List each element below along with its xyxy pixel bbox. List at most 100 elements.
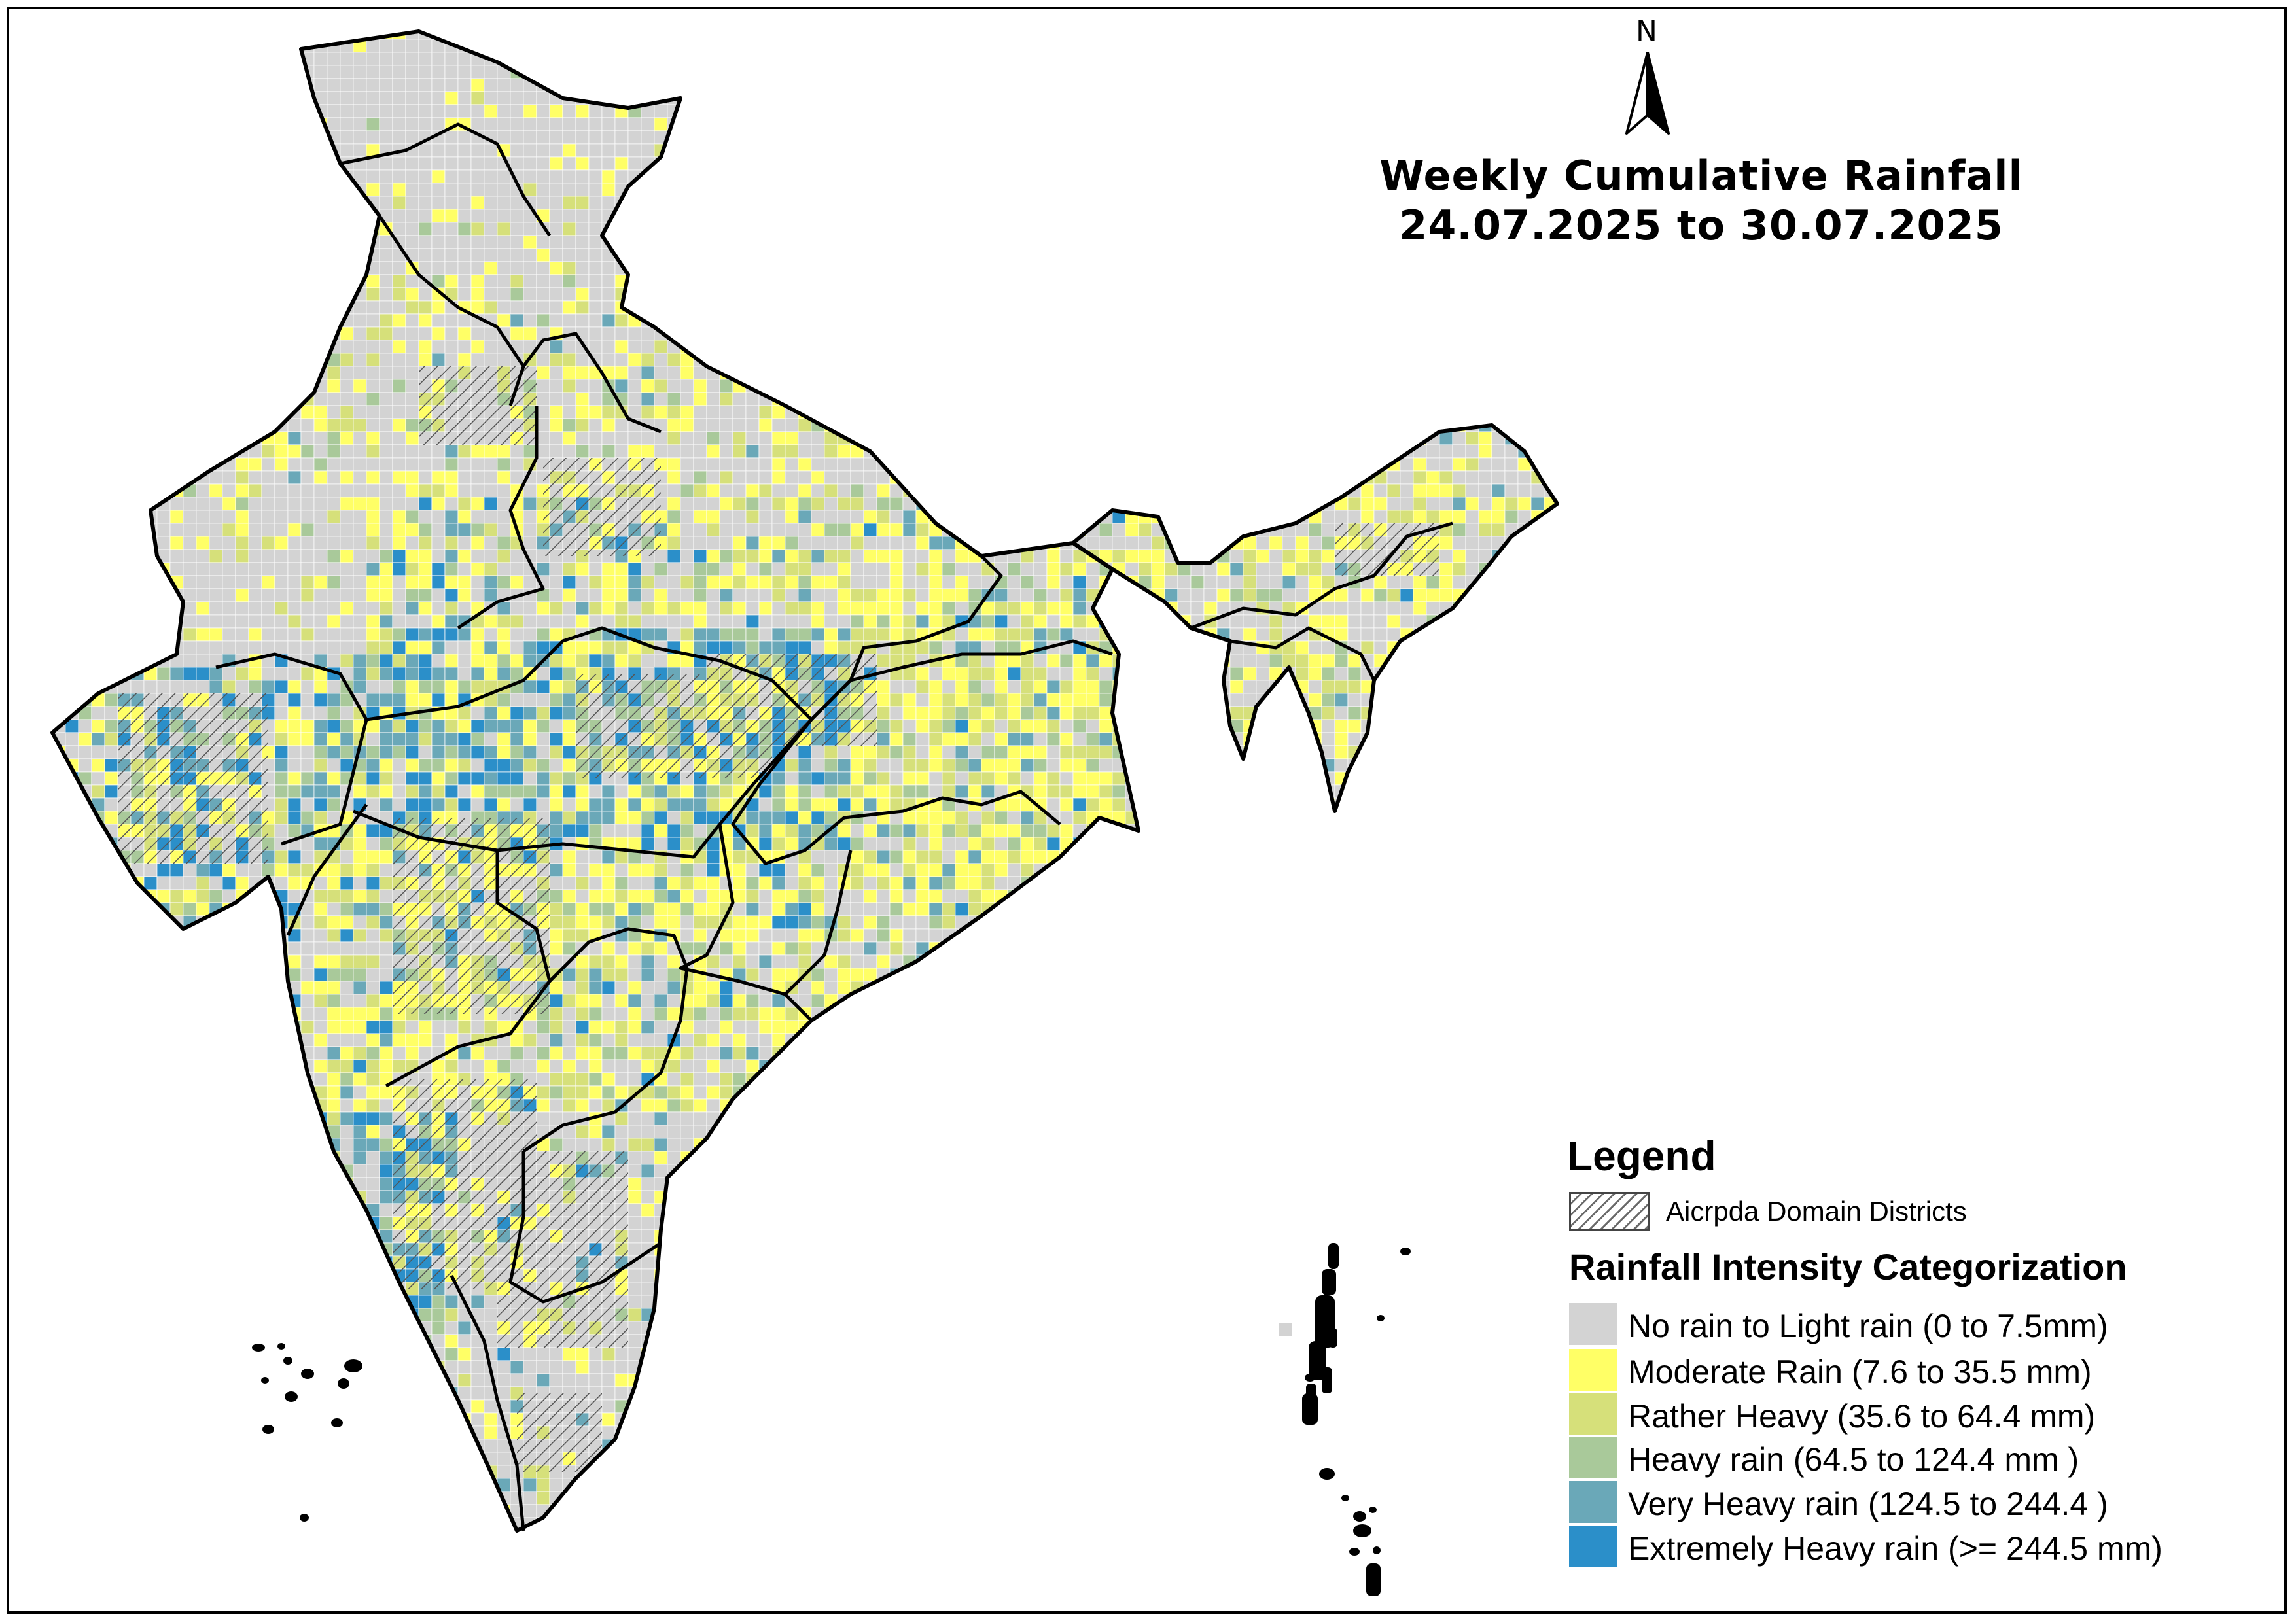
rain-cell [798, 640, 812, 655]
rain-cell [771, 457, 786, 472]
rain-cell [785, 353, 799, 367]
rain-cell [327, 392, 341, 406]
rain-cell [431, 640, 446, 655]
rain-cell [418, 444, 433, 459]
rain-cell [719, 39, 733, 53]
rain-cell [706, 78, 720, 92]
rain-cell [902, 732, 917, 746]
rain-cell [955, 261, 969, 275]
rain-cell [955, 680, 969, 694]
rain-cell [745, 117, 760, 131]
rain-cell [824, 117, 838, 131]
rain-cell [405, 379, 419, 393]
rain-cell [431, 91, 446, 105]
rain-cell [1138, 614, 1139, 629]
rain-cell [798, 457, 812, 472]
rain-cell [798, 183, 812, 197]
rain-cell [222, 483, 236, 498]
rain-cell [274, 405, 289, 419]
rain-cell [313, 222, 328, 236]
rain-cell [484, 497, 498, 511]
rain-cell [824, 745, 838, 759]
rain-cell [680, 627, 694, 642]
rain-cell [209, 31, 223, 40]
rain-cell [209, 588, 223, 602]
rain-cell [876, 78, 891, 92]
rain-cell [169, 510, 184, 524]
rain-cell [340, 326, 354, 341]
rain-cell [549, 117, 563, 131]
rain-cell [431, 654, 446, 668]
rain-cell [732, 130, 747, 145]
rain-cell [484, 222, 498, 236]
rain-cell [876, 562, 891, 576]
rain-cell [981, 340, 995, 354]
rain-cell [863, 31, 877, 40]
rain-cell [65, 601, 79, 616]
rain-cell [117, 78, 132, 92]
rain-cell [327, 169, 341, 184]
rain-cell [327, 470, 341, 485]
rain-cell [811, 353, 825, 367]
rain-cell [91, 483, 105, 498]
rain-cell [1112, 78, 1126, 92]
rain-cell [942, 771, 956, 786]
rain-cell [444, 667, 459, 681]
rain-cell [261, 65, 275, 79]
rain-cell [1046, 222, 1061, 236]
rain-cell [889, 693, 904, 707]
rain-cell [287, 326, 302, 341]
rain-cell [928, 65, 943, 79]
rain-cell [667, 313, 681, 328]
rain-cell [719, 52, 733, 66]
rain-cell [497, 39, 511, 53]
rain-cell [1125, 287, 1139, 302]
rain-cell [340, 431, 354, 445]
rain-cell [680, 483, 694, 498]
rain-cell [65, 654, 79, 668]
rain-cell [261, 261, 275, 275]
rain-cell [536, 117, 550, 131]
rain-cell [405, 52, 419, 66]
rain-cell [1046, 31, 1061, 40]
rain-cell [575, 196, 590, 210]
rain-cell [798, 209, 812, 223]
rain-cell [785, 392, 799, 406]
rain-cell [222, 497, 236, 511]
rain-cell [719, 235, 733, 249]
rain-cell [248, 209, 262, 223]
rain-cell [667, 366, 681, 380]
rain-cell [562, 65, 576, 79]
rain-cell [366, 654, 380, 668]
rain-cell [183, 640, 197, 655]
rain-cell [876, 758, 891, 773]
rain-cell [837, 300, 851, 315]
rain-cell [876, 680, 891, 694]
rain-cell [981, 654, 995, 668]
rain-cell [91, 732, 105, 746]
rain-cell [863, 431, 877, 445]
rain-cell [771, 248, 786, 262]
rain-cell [758, 169, 773, 184]
rain-cell [889, 300, 904, 315]
rain-cell [981, 169, 995, 184]
rain-cell [209, 65, 223, 79]
rain-cell [785, 104, 799, 118]
rain-cell [1007, 287, 1021, 302]
rain-cell [693, 39, 707, 53]
rain-cell [732, 536, 747, 550]
rain-cell [667, 248, 681, 262]
rain-cell [457, 169, 472, 184]
rain-cell [353, 588, 367, 602]
rain-cell [327, 654, 341, 668]
rain-cell [1138, 627, 1139, 642]
rain-cell [876, 91, 891, 105]
rain-cell [300, 353, 315, 367]
rain-cell [470, 65, 485, 79]
rain-cell [130, 588, 145, 602]
rain-cell [470, 261, 485, 275]
rain-cell [719, 326, 733, 341]
rain-cell [209, 196, 223, 210]
rain-cell [405, 78, 419, 92]
rain-cell [300, 588, 315, 602]
